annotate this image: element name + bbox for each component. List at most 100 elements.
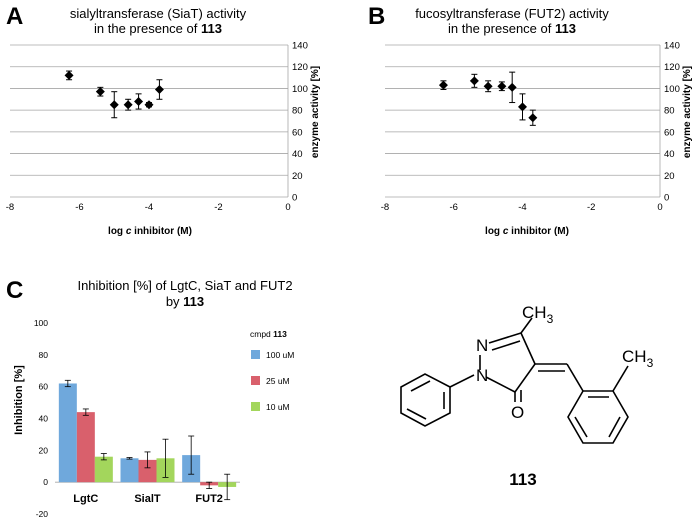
panel-c-y-tick-label: 80 [39, 350, 49, 360]
bond-c4-c5 [514, 363, 536, 393]
panel-a-data-point [134, 96, 144, 106]
panel-a-data-point [123, 100, 133, 110]
panel-c-legend-label: 25 uM [266, 376, 290, 386]
tolyl-double-3 [574, 416, 588, 438]
phenyl-double-1 [410, 380, 431, 392]
methyl-right: CH3 [622, 347, 654, 370]
bond-tolyl-methyl [612, 365, 629, 392]
panel-c-y-axis-label: Inhibition [%] [13, 365, 25, 435]
panel-c-category-label: FUT2 [195, 493, 223, 505]
atom-n1: N [476, 366, 488, 385]
panel-b-data-point [497, 81, 507, 91]
panel-b-data-point [469, 76, 479, 86]
bond-n2-c3 [488, 332, 522, 344]
panel-c-y-tick-label: 40 [39, 414, 49, 424]
panel-a-title-line1: sialyltransferase (SiaT) activity [70, 6, 247, 21]
bond-c3-methyl [520, 317, 533, 334]
panel-b-x-tick-label: 0 [657, 202, 662, 213]
panel-b-y-tick-label: 60 [664, 127, 675, 138]
panel-b-data-point [518, 102, 527, 112]
panel-b-chart: 0 20 40 60 80 100 120 140 -8 -6 -4 -2 0 [381, 41, 680, 214]
panel-a-x-tick-label: -2 [214, 202, 222, 213]
panel-c-y-tick-label: 60 [39, 382, 49, 392]
phenyl-double-2 [406, 408, 427, 420]
panel-b-title-line1: fucosyltransferase (FUT2) activity [415, 6, 609, 21]
panel-a-data-point [144, 100, 154, 110]
panel-letter-a: A [6, 3, 23, 30]
panel-c-category-label: SialT [134, 493, 161, 505]
panel-c-legend-swatch [251, 376, 260, 385]
phenyl-ring [400, 373, 451, 427]
panel-a-y-tick-label: 100 [292, 84, 308, 95]
panel-a-x-tick-label: 0 [285, 202, 290, 213]
panel-b-y-tick-label: 40 [664, 149, 675, 160]
panel-a-y-tick-label: 60 [292, 127, 303, 138]
panel-c-y-tick-label: 0 [43, 477, 48, 487]
panel-b-data-point [507, 82, 517, 92]
panel-c-legend-label: 100 uM [266, 350, 294, 360]
panel-c-chart: -20 0 20 40 60 80 100 LgtC SialT FUT2 100 uM 25 uM 1… [34, 318, 295, 519]
panel-c-legend-swatch [251, 402, 260, 411]
panel-b-y-tick-label: 140 [664, 41, 680, 52]
panel-a-chart: 0 20 40 60 80 100 120 140 -8 -6 -4 -2 0 [6, 41, 308, 214]
panel-c-title-line1: Inhibition [%] of LgtC, SiaT and FUT2 [77, 278, 292, 293]
panel-b-data-point [483, 81, 493, 91]
atom-o: O [511, 403, 524, 422]
compound-number: 113 [509, 470, 536, 489]
panel-b-x-tick-label: -4 [518, 202, 526, 213]
panel-b-y-tick-label: 120 [664, 62, 680, 73]
panel-a-x-axis-label: log c inhibitor (M) [108, 226, 192, 237]
panel-a-title-line2: in the presence of 113 [94, 21, 222, 36]
panel-b-data-point [438, 80, 448, 90]
panel-a-y-tick-label: 140 [292, 41, 308, 52]
panel-b-y-tick-label: 80 [664, 106, 675, 117]
panel-b-x-tick-label: -8 [381, 202, 389, 213]
panel-c-bar [76, 412, 95, 483]
panel-a-y-tick-label: 120 [292, 62, 308, 73]
panel-a-y-tick-label: 80 [292, 106, 303, 117]
panel-c-title-line2: by 113 [166, 294, 204, 309]
bond-c3-n2-double [491, 340, 521, 351]
bond-n1-phenyl [449, 374, 475, 388]
panel-a-y-tick-label: 0 [292, 193, 297, 204]
panel-b-title-line2: in the presence of 113 [448, 21, 576, 36]
panel-b-x-tick-label: -2 [587, 202, 595, 213]
panel-a-y-axis-label: enzyme activity [%] [310, 66, 321, 158]
panel-letter-b: B [368, 3, 385, 30]
panel-c-category-label: LgtC [73, 493, 98, 505]
panel-c-bar [58, 383, 77, 483]
panel-c-bar [94, 456, 113, 483]
panel-c-y-tick-label: 100 [34, 318, 48, 328]
panel-a-data-point [109, 100, 119, 110]
panel-c-legend-title: cmpd 113 [250, 329, 287, 339]
tolyl-ring [567, 390, 629, 444]
panel-c-bar [120, 458, 139, 483]
panel-c-bar [138, 459, 157, 483]
panel-c-y-tick-label: -20 [36, 509, 49, 519]
panel-b-y-tick-label: 0 [664, 193, 669, 204]
panel-a-data-point [95, 87, 105, 97]
panel-b-y-tick-label: 20 [664, 171, 675, 182]
panel-c-y-tick-label: 20 [39, 445, 49, 455]
tolyl-double-2 [608, 416, 621, 438]
panel-b-data-point [528, 113, 538, 123]
panel-b-x-tick-label: -6 [450, 202, 458, 213]
atom-n2: N [476, 336, 488, 355]
bond-c5-n1 [485, 376, 516, 393]
panel-b-x-axis-label: log c inhibitor (M) [485, 226, 569, 237]
panel-letter-c: C [6, 277, 23, 304]
panel-b-y-tick-label: 100 [664, 84, 680, 95]
chemical-structure [400, 317, 629, 444]
bond-ch-aryl [566, 363, 584, 392]
methyl-top: CH3 [522, 303, 554, 326]
panel-a-data-point [154, 85, 164, 95]
panel-c-legend-swatch [251, 350, 260, 359]
panel-a-x-tick-label: -8 [6, 202, 14, 213]
panel-a-data-point [64, 70, 74, 80]
panel-a-x-tick-label: -6 [75, 202, 83, 213]
bond-c3-c4 [520, 332, 536, 365]
panel-a-y-tick-label: 40 [292, 149, 303, 160]
panel-a-y-tick-label: 20 [292, 171, 303, 182]
panel-a-x-tick-label: -4 [145, 202, 153, 213]
